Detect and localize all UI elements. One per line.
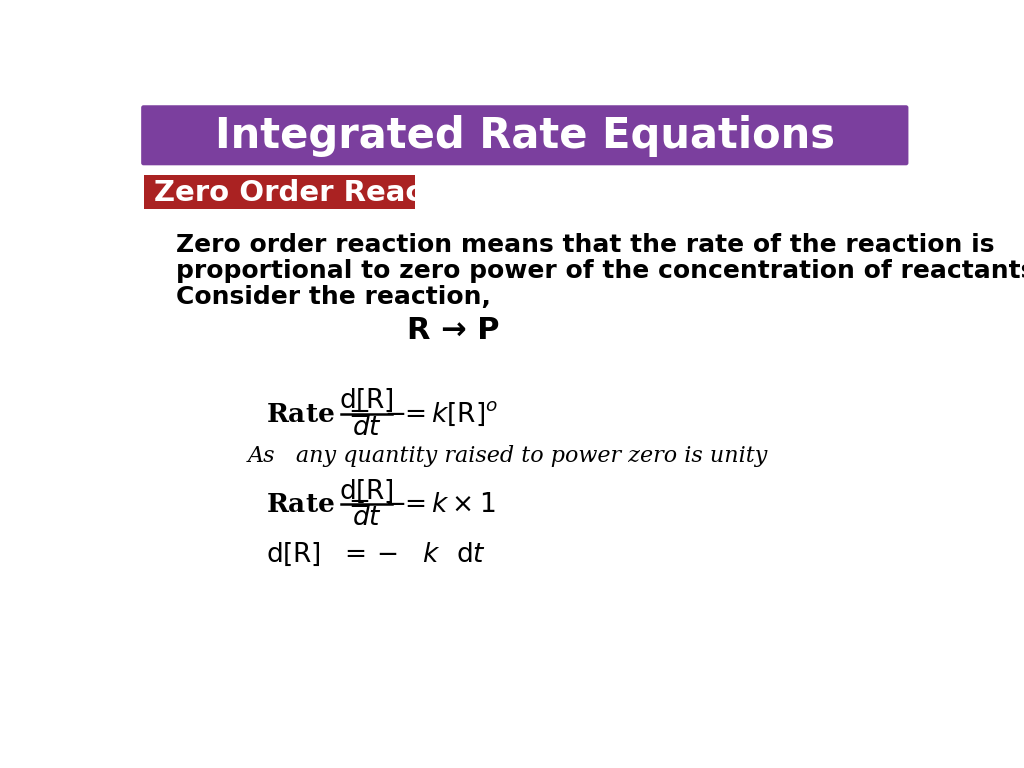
Text: $\mathrm{d[R]}$: $\mathrm{d[R]}$ — [339, 387, 394, 415]
Text: proportional to zero power of the concentration of reactants.: proportional to zero power of the concen… — [176, 259, 1024, 283]
Text: Zero Order Reactions: Zero Order Reactions — [154, 179, 505, 207]
Text: As   any quantity raised to power zero is unity: As any quantity raised to power zero is … — [248, 445, 768, 468]
Text: Rate $=$ $-$: Rate $=$ $-$ — [266, 492, 406, 517]
Text: $= k[\mathrm{R}]^{\mathit{o}}$: $= k[\mathrm{R}]^{\mathit{o}}$ — [399, 400, 499, 428]
Text: $\mathit{dt}$: $\mathit{dt}$ — [352, 415, 382, 440]
FancyBboxPatch shape — [141, 105, 908, 165]
Text: Zero order reaction means that the rate of the reaction is: Zero order reaction means that the rate … — [176, 233, 994, 257]
Text: Rate $=$ $-$: Rate $=$ $-$ — [266, 402, 406, 426]
Text: $\mathrm{d[R]}$: $\mathrm{d[R]}$ — [339, 478, 394, 505]
Text: Consider the reaction,: Consider the reaction, — [176, 285, 490, 309]
FancyBboxPatch shape — [143, 175, 415, 209]
Text: $\mathit{dt}$: $\mathit{dt}$ — [352, 505, 382, 531]
Text: R → P: R → P — [408, 316, 500, 346]
Text: Integrated Rate Equations: Integrated Rate Equations — [215, 115, 835, 157]
Text: $= k \times 1$: $= k \times 1$ — [399, 492, 496, 517]
Text: $\mathrm{d[R]}$  $= -$  $\mathit{k}$  $\mathrm{d}\mathit{t}$: $\mathrm{d[R]}$ $= -$ $\mathit{k}$ $\mat… — [266, 541, 485, 568]
